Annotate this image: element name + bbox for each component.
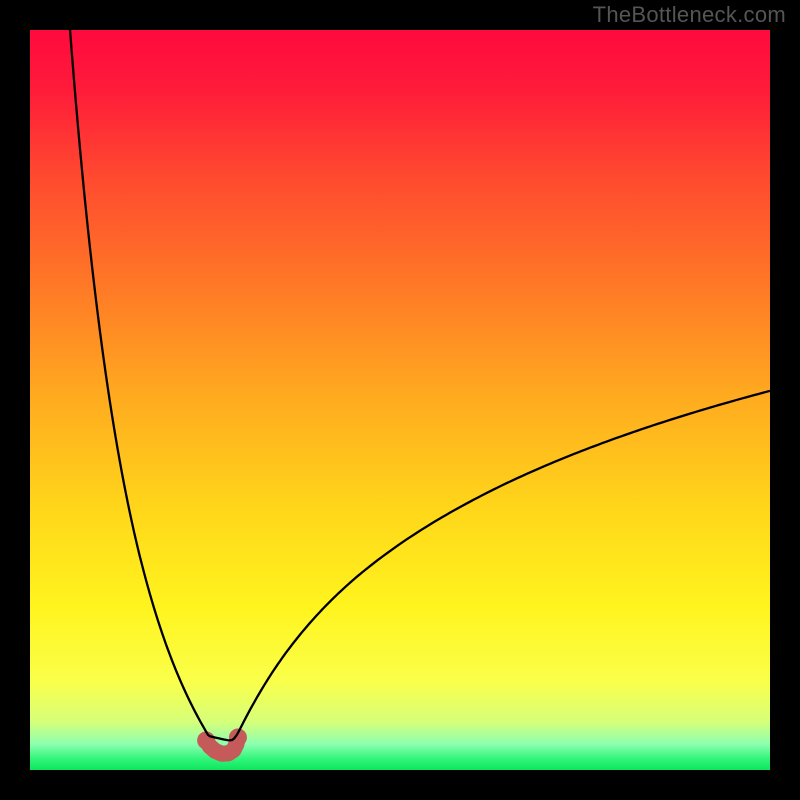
trough-marker-dot-left <box>197 731 215 749</box>
watermark-text: TheBottleneck.com <box>593 2 786 28</box>
plot-area <box>30 30 770 770</box>
chart-svg <box>30 30 770 770</box>
gradient-background <box>30 30 770 770</box>
